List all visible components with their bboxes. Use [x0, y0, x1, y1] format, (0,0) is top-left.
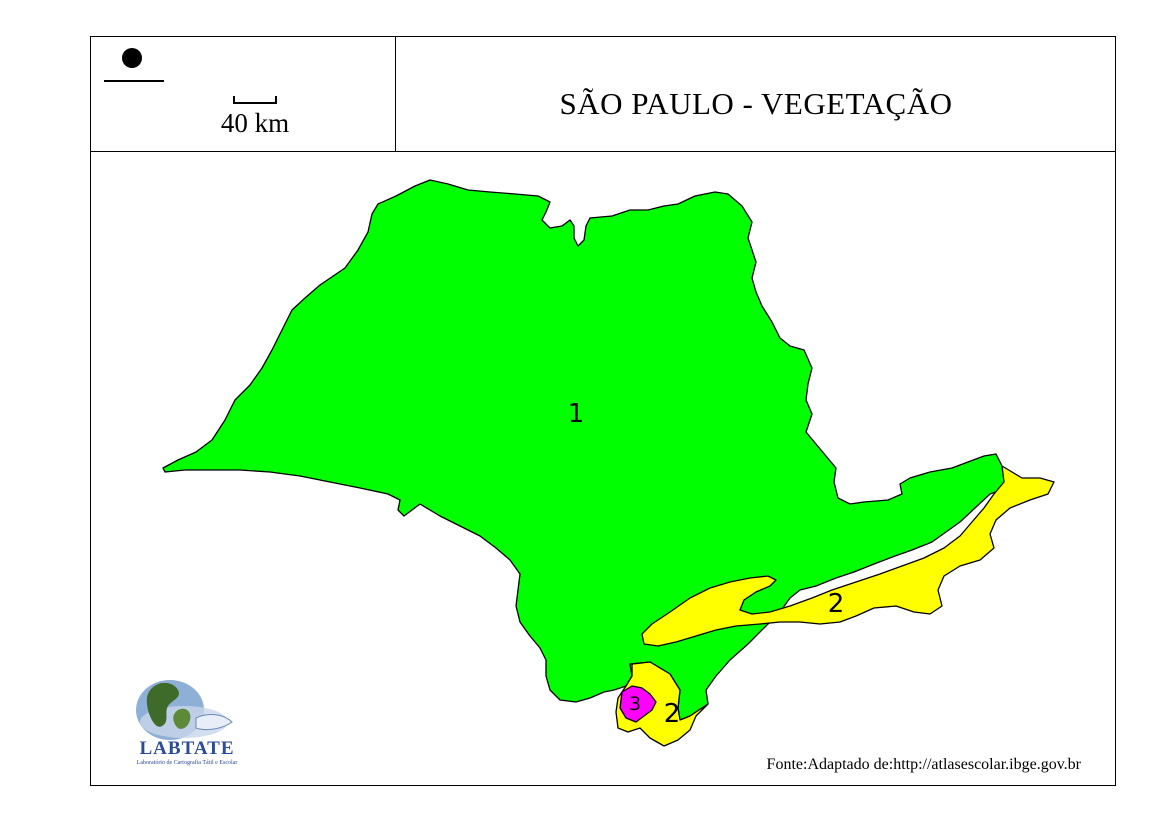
region-label: 3 — [629, 693, 641, 715]
map-frame — [90, 36, 1116, 786]
map-title: SÃO PAULO - VEGETAÇÃO — [559, 86, 953, 121]
region-2-coastal-area — [641, 465, 1055, 647]
north-arrow-icon — [122, 48, 142, 68]
header-vertical-divider — [395, 36, 396, 152]
region-3-area — [619, 685, 657, 723]
north-arrow-line — [104, 80, 164, 82]
logo-subtitle: Laboratório de Cartografia Tátil e Escol… — [136, 760, 238, 766]
logo-name: LABTATE — [139, 738, 235, 759]
region-label: 1 — [568, 399, 585, 429]
scale-bar — [233, 96, 277, 104]
globe-hand-logo — [136, 680, 233, 740]
source-note: Fonte:Adaptado de:http://atlasescolar.ib… — [766, 756, 1081, 773]
region-label: 2 — [664, 699, 681, 729]
region-label: 2 — [828, 589, 845, 619]
region-2-south-area — [615, 661, 709, 747]
region-1-area — [162, 179, 1013, 721]
scale-label: 40 km — [220, 108, 290, 138]
header-divider — [90, 151, 1116, 152]
